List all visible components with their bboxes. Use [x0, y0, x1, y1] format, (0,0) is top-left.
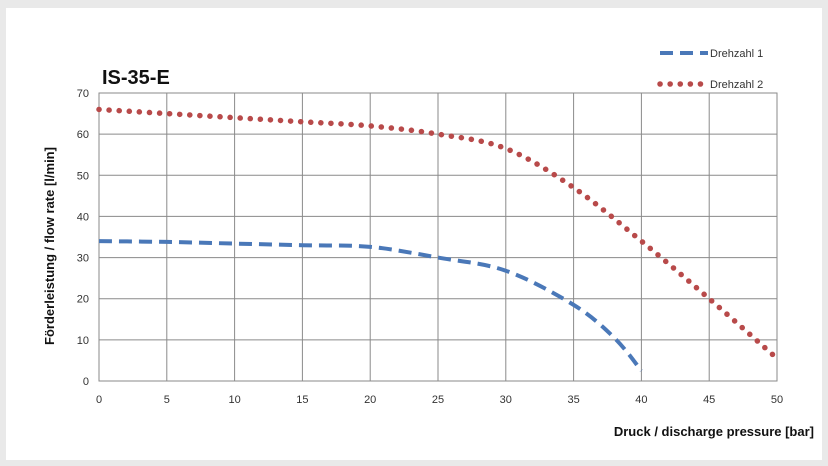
chart-title: IS-35-E	[102, 67, 170, 89]
x-tick-label: 10	[228, 394, 240, 406]
series-lines	[96, 106, 780, 372]
series-line-1	[98, 239, 643, 372]
x-tick-label: 0	[96, 394, 102, 406]
x-tick-label: 30	[500, 394, 512, 406]
x-tick-label: 15	[296, 394, 308, 406]
y-tick-label: 70	[77, 88, 89, 100]
chart-svg: 0 5 10 15 20 25 30 35 40 45 50 0 10 20 30 40 50 60 70 IS-…	[42, 48, 814, 439]
legend-label-drehzahl-1: Drehzahl 1	[710, 48, 763, 60]
y-tick-label: 30	[77, 253, 89, 265]
y-tick-label: 0	[83, 376, 89, 388]
y-tick-labels: 0 10 20 30 40 50 60 70	[77, 88, 89, 388]
y-tick-label: 20	[77, 294, 89, 306]
x-tick-label: 45	[703, 394, 715, 406]
legend: Drehzahl 1 Drehzahl 2	[657, 48, 763, 91]
x-tick-label: 50	[771, 394, 783, 406]
series-line-2	[96, 106, 780, 362]
x-tick-label: 5	[164, 394, 170, 406]
gridlines	[98, 92, 778, 382]
y-tick-label: 10	[77, 335, 89, 347]
x-tick-label: 20	[364, 394, 376, 406]
y-axis-title: Förderleistung / flow rate [l/min]	[42, 147, 57, 345]
legend-label-drehzahl-2: Drehzahl 2	[710, 79, 763, 91]
y-tick-label: 60	[77, 129, 89, 141]
chart-panel: 0 5 10 15 20 25 30 35 40 45 50 0 10 20 30 40 50 60 70 IS-…	[6, 8, 822, 460]
x-tick-label: 25	[432, 394, 444, 406]
y-tick-label: 40	[77, 211, 89, 223]
x-axis-title: Druck / discharge pressure [bar]	[614, 424, 814, 439]
y-tick-label: 50	[77, 170, 89, 182]
x-tick-label: 40	[635, 394, 647, 406]
x-tick-labels: 0 5 10 15 20 25 30 35 40 45 50	[96, 394, 783, 406]
x-tick-label: 35	[567, 394, 579, 406]
